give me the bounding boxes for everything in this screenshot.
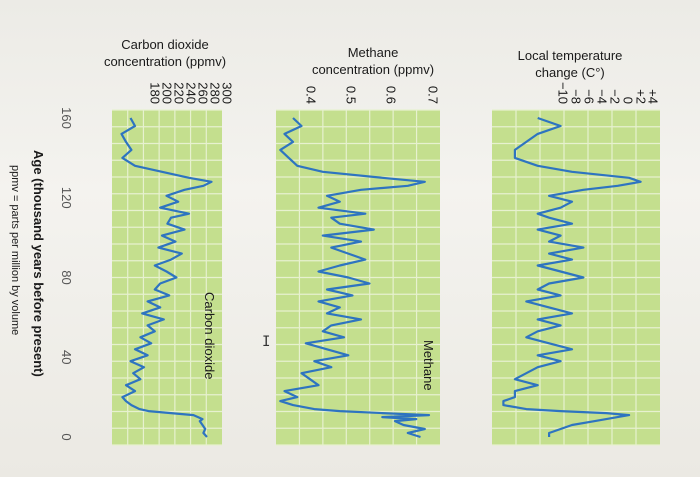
y-tick-label: −8 — [569, 89, 584, 104]
y-tick-label: 0.5 — [344, 86, 359, 104]
co2-title-line-1: Carbon dioxide — [121, 37, 209, 52]
y-tick-label: 0 — [621, 97, 636, 104]
y-tick-label: 0.4 — [304, 86, 319, 104]
y-tick-label: 260 — [196, 82, 211, 104]
temperature-title-line-2: change (C°) — [535, 65, 605, 80]
methane-series-label: Methane — [421, 340, 436, 391]
y-tick-label: +4 — [646, 89, 661, 104]
data-line-0 — [502, 116, 642, 437]
data-line-1 — [279, 117, 431, 439]
x-tick-label: 80 — [59, 270, 74, 284]
temperature-axis-title: Local temperature change (C°) — [500, 47, 640, 81]
text-cursor-icon: I — [262, 334, 271, 350]
methane-axis-title: Methane concentration (ppmv) — [298, 44, 448, 78]
y-tick-label: −6 — [582, 89, 597, 104]
y-tick-label: 0.7 — [426, 86, 441, 104]
methane-title-line-2: concentration (ppmv) — [311, 62, 435, 77]
x-axis-title: Age (thousand years before present) — [31, 150, 46, 377]
y-tick-label: −10 — [556, 82, 571, 104]
y-tick-label: 0.6 — [384, 86, 399, 104]
methane-title-line-1: Methane — [347, 45, 399, 60]
x-tick-label: 0 — [59, 433, 74, 440]
y-tick-label: 300 — [220, 82, 235, 104]
x-tick-label: 120 — [59, 187, 74, 209]
y-tick-label: 200 — [160, 82, 175, 104]
y-tick-label: 220 — [172, 82, 187, 104]
x-tick-label: 40 — [59, 350, 74, 364]
y-tick-label: 280 — [208, 82, 223, 104]
co2-axis-title: Carbon dioxide concentration (ppmv) — [90, 36, 240, 70]
temperature-title-line-1: Local temperature — [517, 48, 623, 63]
y-tick-label: −4 — [595, 89, 610, 104]
data-line-2 — [120, 117, 213, 438]
co2-series-label: Carbon dioxide — [202, 292, 217, 379]
x-tick-label: 160 — [59, 107, 74, 129]
y-tick-label: 180 — [148, 82, 163, 104]
y-tick-label: −2 — [608, 89, 623, 104]
y-tick-label: +2 — [634, 89, 649, 104]
footnote: ppmv = parts per million by volume — [9, 165, 21, 335]
y-tick-label: 240 — [184, 82, 199, 104]
co2-title-line-2: concentration (ppmv) — [103, 54, 227, 69]
